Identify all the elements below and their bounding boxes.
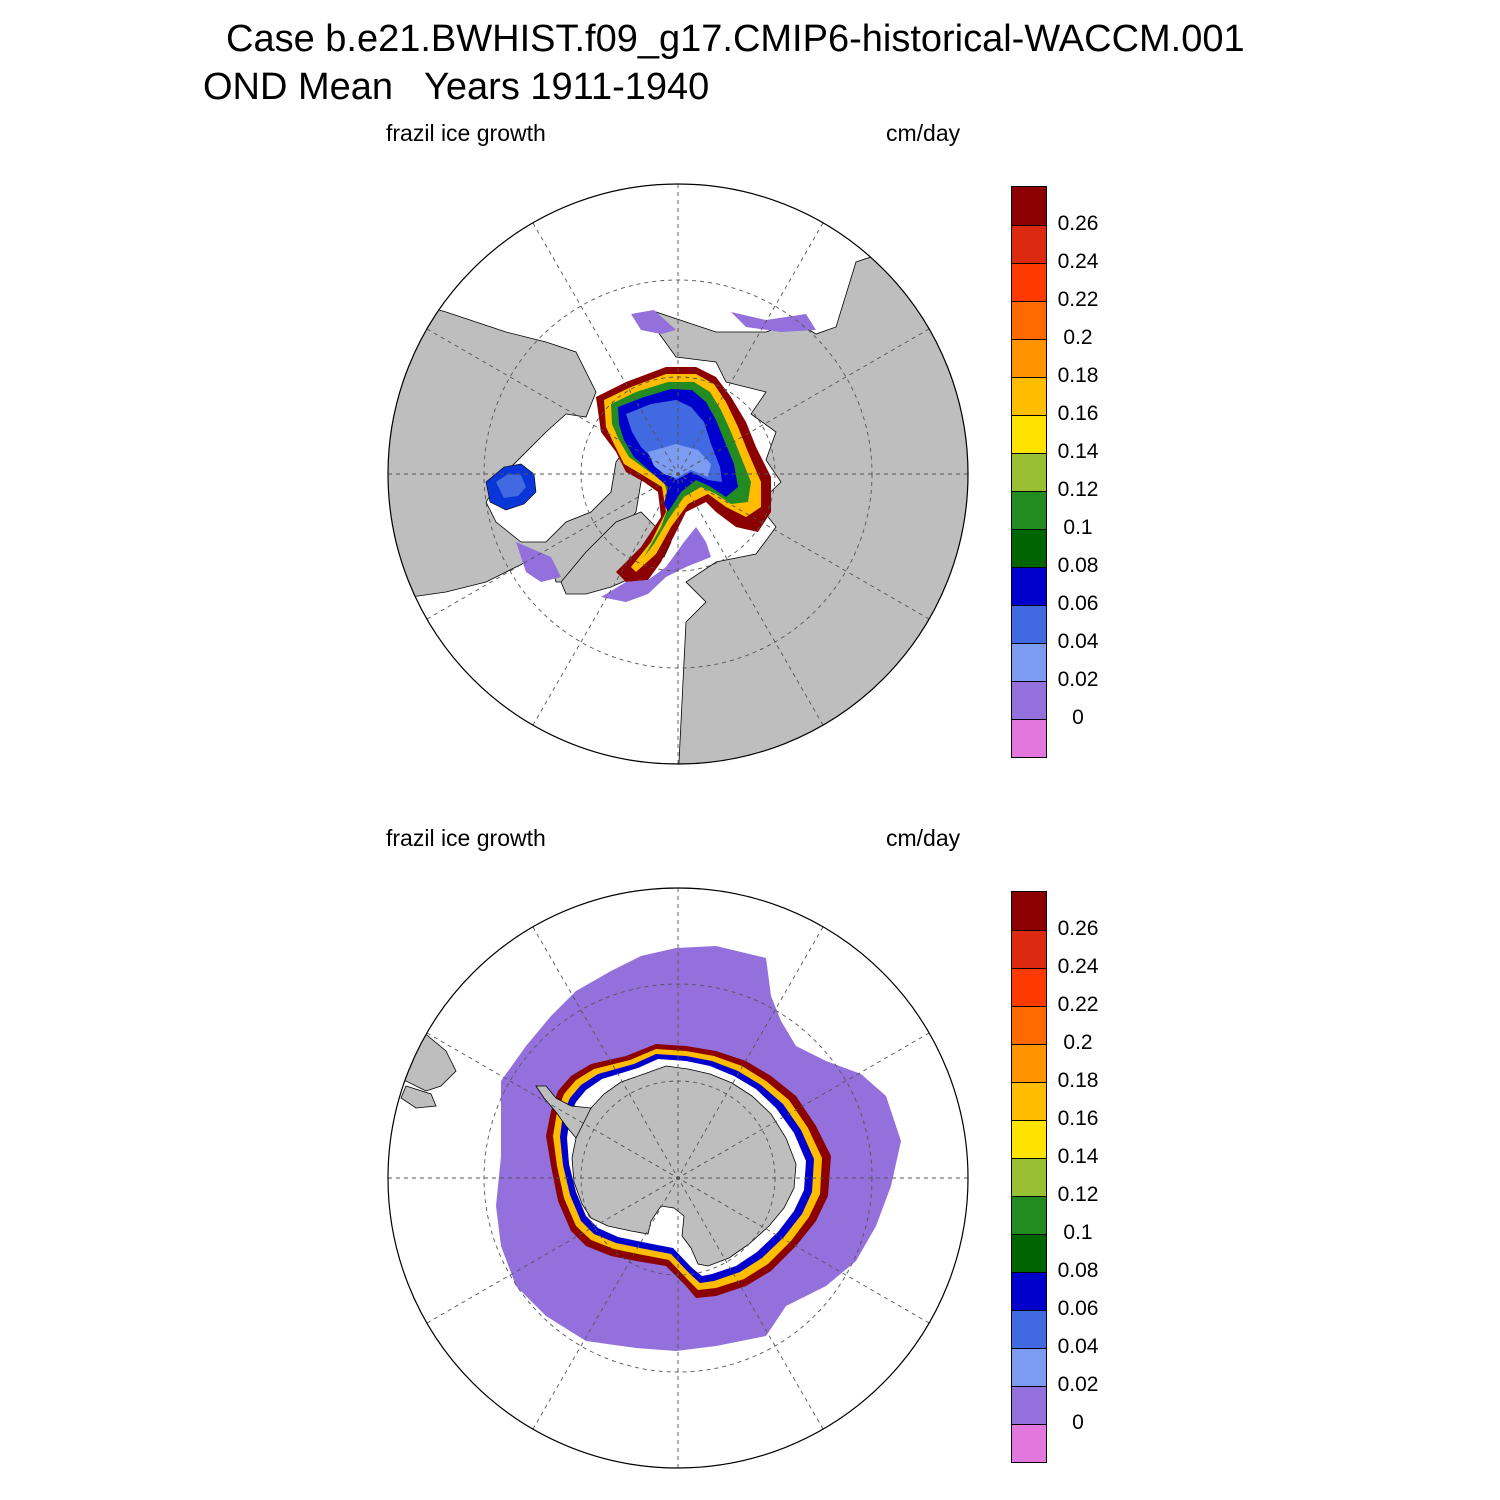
north-colorbar-swatch — [1012, 415, 1046, 453]
north-colorbar-tick-label: 0.14 — [1057, 440, 1099, 463]
north-colorbar-swatch — [1012, 377, 1046, 415]
north-colorbar-swatch — [1012, 301, 1046, 339]
north-colorbar-swatch — [1012, 263, 1046, 301]
north-colorbar-tick-label: 0.16 — [1057, 402, 1099, 425]
south-colorbar-swatch — [1012, 1044, 1046, 1082]
south-colorbar-tick-label: 0.16 — [1057, 1107, 1099, 1130]
nordic-seas-ice — [601, 527, 711, 602]
south-colorbar-swatch — [1012, 1386, 1046, 1424]
north-colorbar-swatch — [1012, 719, 1046, 757]
north-colorbar-tick-label: 0.08 — [1057, 554, 1099, 577]
south-colorbar-tick-label: 0.14 — [1057, 1145, 1099, 1168]
north-colorbar-tick-label: 0.12 — [1057, 478, 1099, 501]
south-colorbar-tick-label: 0.12 — [1057, 1183, 1099, 1206]
south-units-label: cm/day — [886, 825, 961, 851]
south-colorbar-swatch — [1012, 1120, 1046, 1158]
antarctica-land — [571, 1065, 797, 1267]
south-colorbar-tick-label: 0.22 — [1057, 993, 1099, 1016]
south-colorbar-tick-label: 0 — [1072, 1411, 1084, 1434]
arctic-polar-map — [387, 183, 969, 765]
arctic-graticule — [388, 184, 968, 764]
south-colorbar-tick-label: 0.18 — [1057, 1069, 1099, 1092]
north-variable-label: frazil ice growth — [386, 120, 546, 146]
south-colorbar-tick-label: 0.1 — [1063, 1221, 1093, 1244]
south-colorbar-tick-label: 0.06 — [1057, 1297, 1099, 1320]
south-colorbar-swatch — [1012, 930, 1046, 968]
north-colorbar-tick-label: 0.2 — [1063, 326, 1093, 349]
north-colorbar-tick-label: 0.26 — [1057, 212, 1099, 235]
south-colorbar-swatch — [1012, 1006, 1046, 1044]
north-units-label: cm/day — [886, 120, 961, 146]
south-colorbar — [1011, 891, 1047, 1463]
south-colorbar-swatch — [1012, 1424, 1046, 1462]
south-colorbar-swatch — [1012, 1158, 1046, 1196]
plot-title-line1: Case b.e21.BWHIST.f09_g17.CMIP6-historic… — [226, 18, 1245, 60]
arctic-map-border — [387, 183, 969, 765]
north-colorbar-tick-label: 0 — [1072, 706, 1084, 729]
south-colorbar-tick-label: 0.04 — [1057, 1335, 1099, 1358]
north-colorbar-tick-label: 0.1 — [1063, 516, 1093, 539]
south-colorbar-swatch — [1012, 1082, 1046, 1120]
north-colorbar-swatch — [1012, 339, 1046, 377]
north-colorbar-swatch — [1012, 643, 1046, 681]
south-colorbar-swatch — [1012, 892, 1046, 930]
north-colorbar-tick-label: 0.18 — [1057, 364, 1099, 387]
north-colorbar-tick-label: 0.04 — [1057, 630, 1099, 653]
antarctic-graticule — [388, 888, 968, 1468]
south-colorbar-tick-label: 0.26 — [1057, 917, 1099, 940]
south-colorbar-swatch — [1012, 1234, 1046, 1272]
north-colorbar-swatch — [1012, 529, 1046, 567]
greenland-land — [560, 511, 672, 595]
north-colorbar-swatch — [1012, 681, 1046, 719]
south-colorbar-tick-label: 0.24 — [1057, 955, 1099, 978]
north-colorbar-swatch — [1012, 491, 1046, 529]
north-colorbar-swatch — [1012, 187, 1046, 225]
south-colorbar-swatch — [1012, 1272, 1046, 1310]
plot-title-line2: OND Mean Years 1911-1940 — [203, 66, 710, 108]
north-colorbar-tick-label: 0.02 — [1057, 668, 1099, 691]
arctic-ice-light — [648, 444, 711, 478]
eurasia-land — [655, 221, 968, 764]
south-colorbar-swatch — [1012, 1310, 1046, 1348]
north-colorbar-swatch — [1012, 225, 1046, 263]
north-colorbar-tick-label: 0.06 — [1057, 592, 1099, 615]
antarctic-map-border — [387, 887, 969, 1469]
south-colorbar-swatch — [1012, 968, 1046, 1006]
north-colorbar — [1011, 186, 1047, 758]
north-colorbar-tick-label: 0.22 — [1057, 288, 1099, 311]
north-colorbar-tick-label: 0.24 — [1057, 250, 1099, 273]
south-colorbar-tick-label: 0.08 — [1057, 1259, 1099, 1282]
south-colorbar-swatch — [1012, 1196, 1046, 1234]
south-colorbar-swatch — [1012, 1348, 1046, 1386]
north-colorbar-swatch — [1012, 605, 1046, 643]
north-colorbar-swatch — [1012, 453, 1046, 491]
south-colorbar-tick-label: 0.2 — [1063, 1031, 1093, 1054]
south-variable-label: frazil ice growth — [386, 825, 546, 851]
north-colorbar-swatch — [1012, 567, 1046, 605]
south-colorbar-tick-label: 0.02 — [1057, 1373, 1099, 1396]
antarctic-polar-map — [387, 887, 969, 1469]
